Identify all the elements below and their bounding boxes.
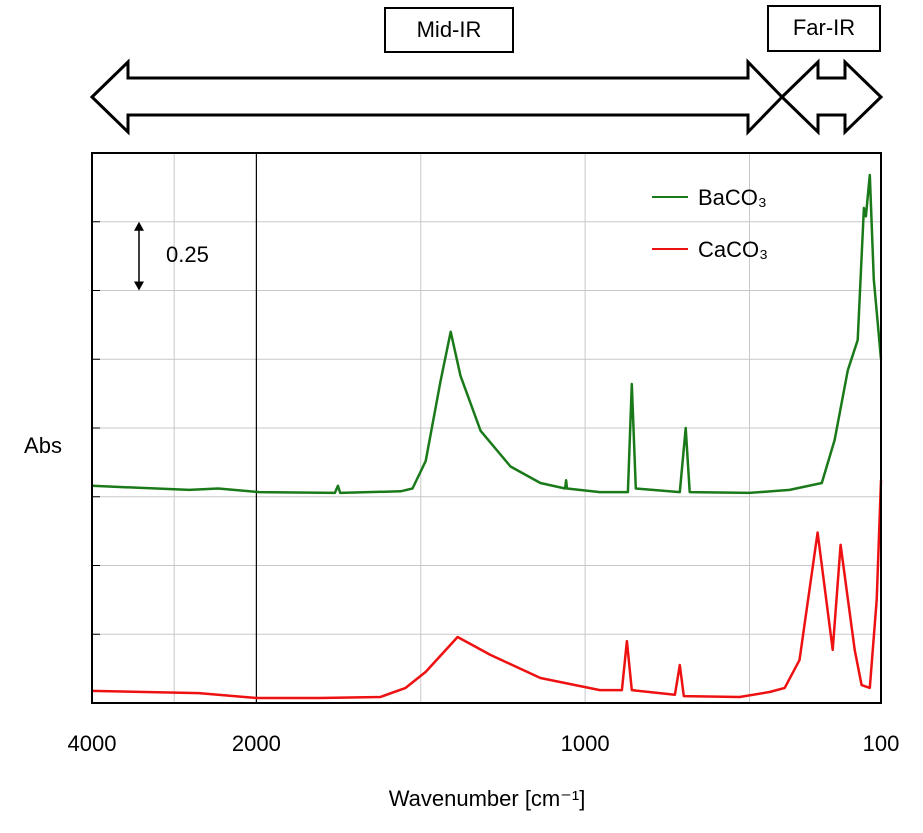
mid-ir-box (384, 7, 514, 53)
legend-label: BaCO₃ (698, 185, 767, 210)
mid-ir-label: Mid-IR (417, 17, 482, 42)
x-tick-label: 2000 (232, 731, 281, 756)
mid-ir-arrow (89, 58, 785, 136)
x-axis-label: Wavenumber [cm⁻¹] (389, 786, 586, 811)
scale-bar-label: 0.25 (166, 242, 209, 267)
far-ir-label: Far-IR (793, 15, 855, 40)
x-tick-label: 4000 (68, 731, 117, 756)
spectrum-line (91, 173, 883, 495)
x-tick-label: 1000 (561, 731, 610, 756)
legend-label: CaCO₃ (698, 237, 768, 262)
scale-bar-head (134, 281, 144, 291)
plot-frame (91, 152, 882, 704)
y-axis-label: Abs (24, 433, 62, 458)
scale-bar-head (134, 221, 144, 231)
far-ir-box (767, 5, 881, 52)
far-ir-arrow (779, 58, 884, 136)
x-tick-label: 100 (863, 731, 900, 756)
spectrum-line (91, 480, 883, 700)
